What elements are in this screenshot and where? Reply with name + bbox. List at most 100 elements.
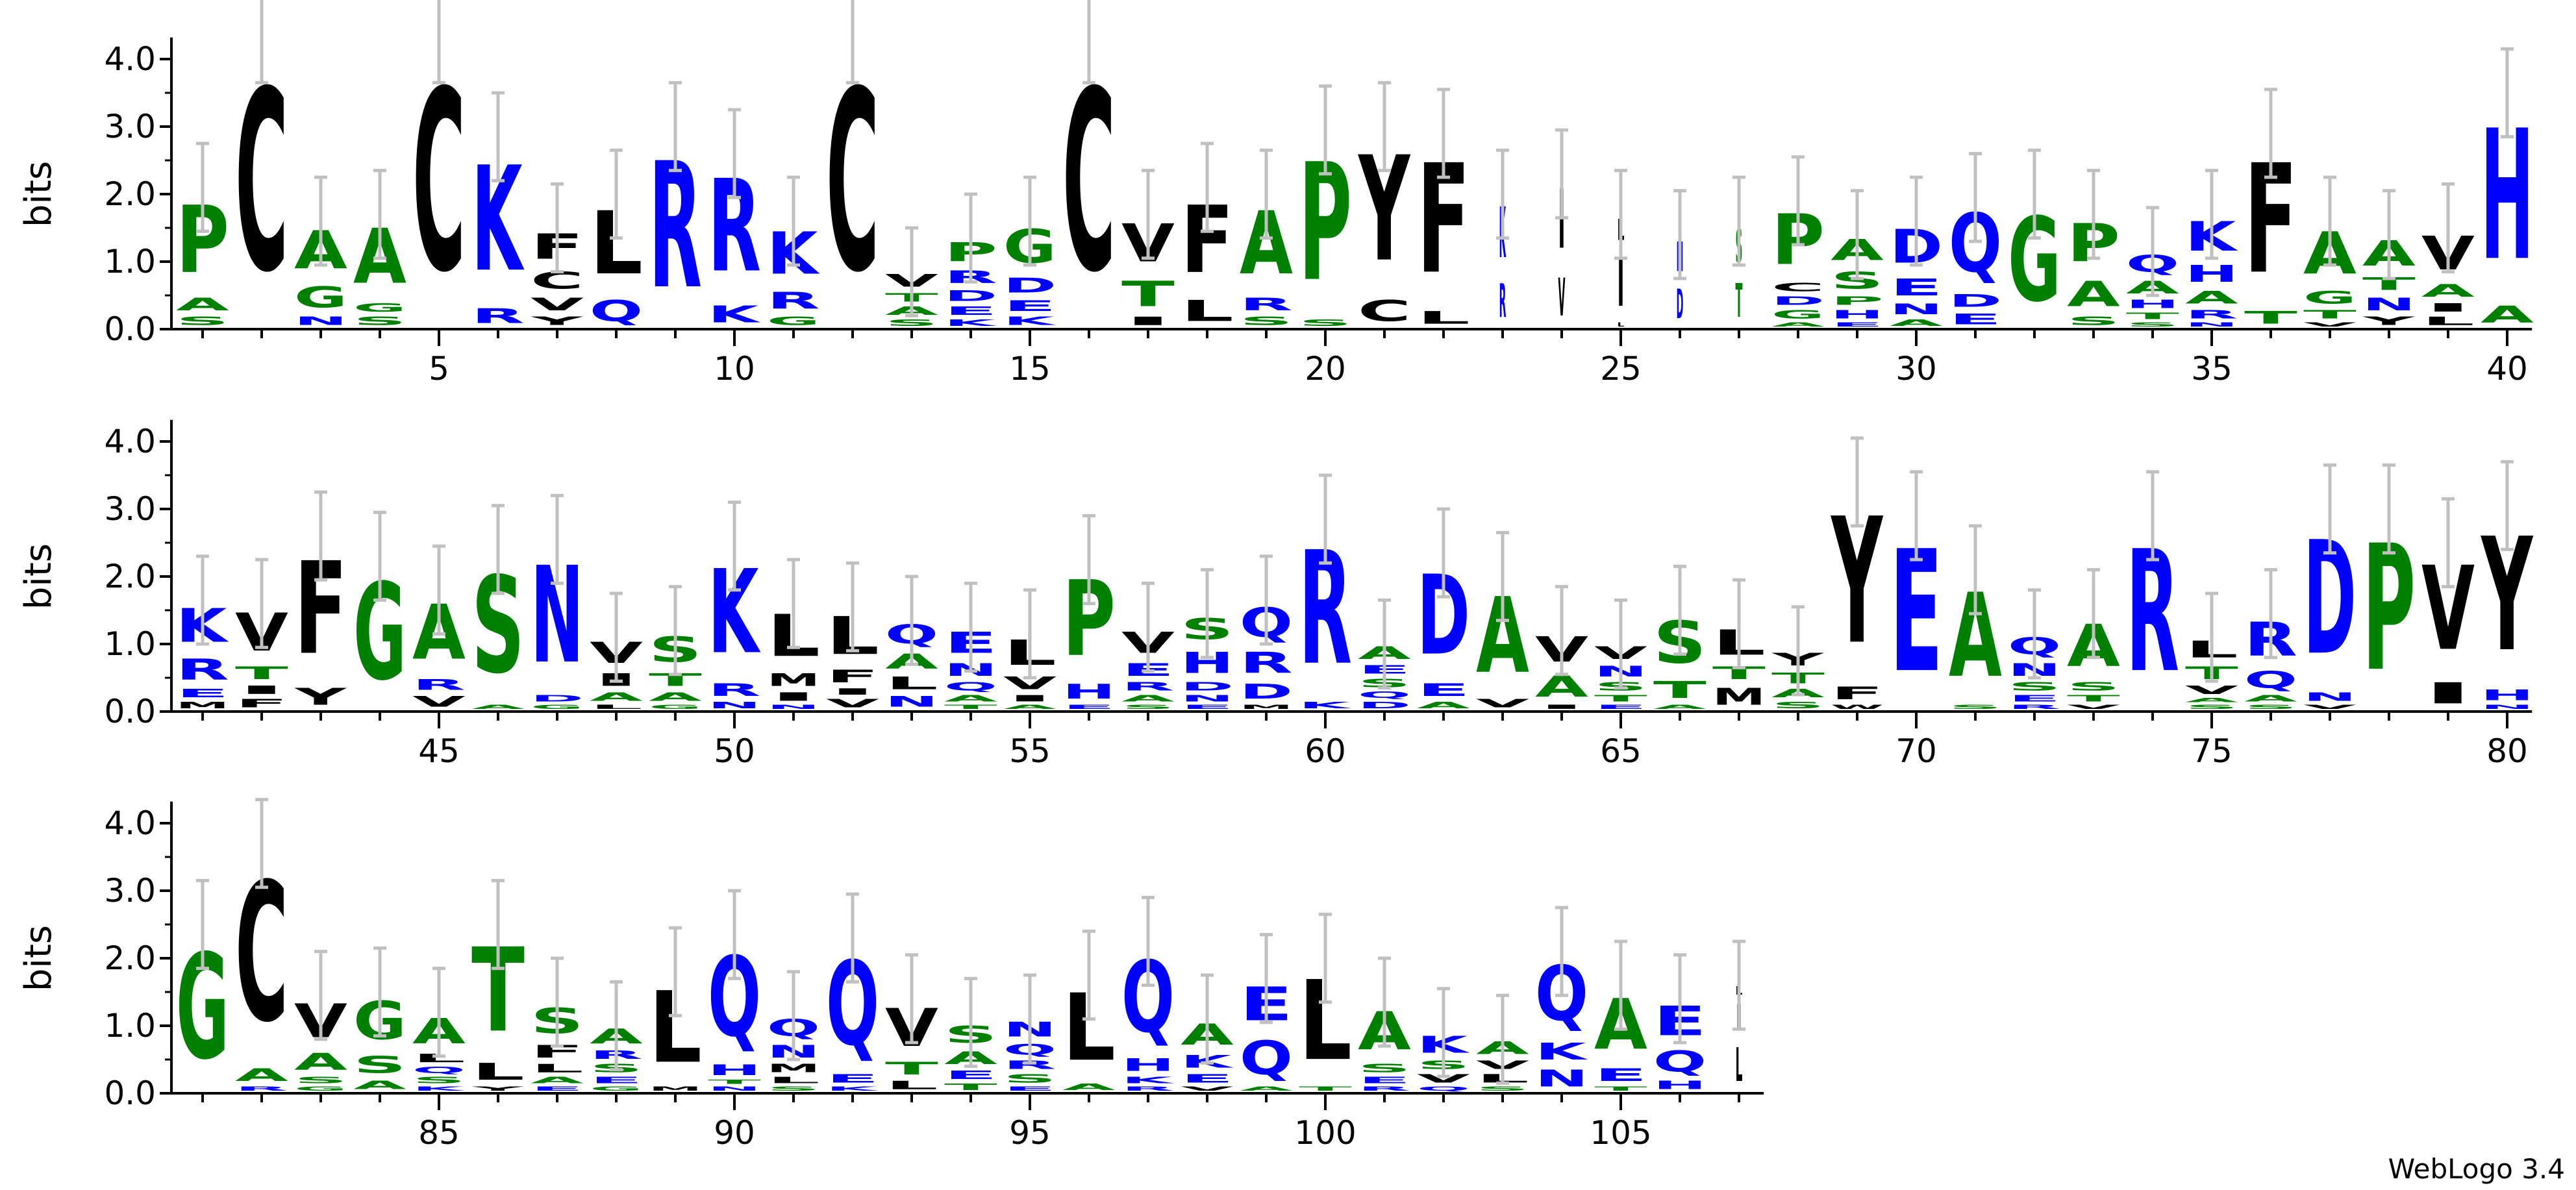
error-bar: [1910, 175, 1923, 267]
letter-V: V: [2303, 321, 2357, 328]
letter-Y: Y: [294, 684, 347, 710]
letter-S: S: [176, 314, 229, 328]
error-bar: [2501, 47, 2514, 139]
letter-M: M: [176, 700, 229, 710]
letter-C: C: [235, 39, 288, 327]
error-bar: [2382, 189, 2395, 280]
letter-V: V: [1181, 1085, 1234, 1092]
error-bar: [1319, 473, 1332, 565]
error-bar: [2205, 591, 2218, 683]
logo-column-26: DN: [1673, 189, 1686, 328]
letter-K: K: [1121, 1075, 1175, 1085]
logo-column-10: KR: [708, 108, 761, 328]
error-bar: [1673, 564, 1686, 656]
logo-column-86: YLT: [471, 878, 525, 1092]
error-bar: [846, 561, 859, 652]
logo-column-31: EDQ: [1949, 152, 2002, 328]
error-bar: [1378, 598, 1391, 690]
logo-column-43: YF: [294, 490, 347, 710]
error-bar: [1082, 0, 1095, 84]
letter-V: V: [531, 294, 584, 314]
letter-R: R: [176, 653, 229, 687]
error-bar: [314, 175, 327, 267]
logo-column-32: G: [2008, 148, 2061, 327]
x-tick-label: 90: [714, 1114, 755, 1152]
error-bar: [1732, 578, 1745, 669]
logo-column-64: IAV: [1535, 585, 1588, 710]
error-bar: [1437, 987, 1450, 1078]
error-bar: [728, 108, 741, 199]
error-bar: [1851, 189, 1864, 280]
letter-L: L: [885, 673, 938, 693]
logo-column-60: KR: [1299, 473, 1353, 710]
x-tick-label: 100: [1294, 1114, 1356, 1152]
letter-R: R: [1121, 1085, 1175, 1092]
letter-Y: Y: [531, 314, 584, 328]
letter-E: E: [1358, 1075, 1411, 1085]
letter-E: E: [590, 1075, 643, 1085]
logo-column-79: IV: [2421, 497, 2475, 710]
letter-E: E: [531, 1085, 584, 1092]
logo-column-70: E: [1890, 470, 1943, 710]
error-bar: [373, 946, 386, 1038]
error-bar: [1673, 953, 1686, 1045]
logo-column-105: TEA: [1594, 939, 1647, 1092]
error-bar: [1437, 507, 1450, 599]
letter-C: C: [1062, 39, 1116, 327]
error-bar: [1555, 128, 1568, 219]
letter-T: T: [2303, 308, 2357, 321]
error-bar: [2264, 568, 2277, 660]
letter-E: E: [1594, 704, 1647, 710]
error-bar: [2146, 470, 2159, 562]
letter-G: G: [294, 1085, 347, 1092]
letter-L: L: [2421, 314, 2475, 328]
logo-column-20: SP: [1299, 84, 1352, 328]
error-bar: [1023, 973, 1036, 1065]
logo-column-107: LIL: [1732, 939, 1745, 1093]
letter-F: F: [1831, 684, 1884, 704]
y-tick-label: 0.0: [104, 310, 156, 348]
letter-E: E: [944, 1069, 997, 1082]
x-tick-label: 25: [1600, 350, 1642, 388]
error-bar: [1142, 169, 1155, 260]
error-bar: [1023, 588, 1036, 680]
letter-C: C: [412, 39, 466, 327]
letter-R: R: [1358, 1085, 1411, 1092]
logo-column-68: SATY: [1771, 605, 1825, 710]
letter-T: T: [2244, 308, 2297, 328]
error-bar: [846, 0, 859, 84]
letter-S: S: [1121, 704, 1175, 710]
letter-C: C: [826, 39, 879, 327]
error-bar: [1614, 169, 1627, 260]
logo-column-63: VA: [1476, 530, 1529, 710]
letter-T: T: [944, 1082, 997, 1092]
x-tick-label: 10: [714, 350, 755, 388]
letter-I: I: [2421, 301, 2475, 314]
x-tick-label: 35: [2191, 350, 2232, 388]
logo-column-5: C: [412, 0, 466, 327]
y-tick-label: 0.0: [104, 1074, 156, 1112]
letter-V: V: [2185, 684, 2238, 697]
letter-A: A: [944, 693, 997, 704]
letter-Q: Q: [1417, 1085, 1470, 1092]
letter-I: I: [235, 683, 288, 697]
logo-column-23: RK: [1496, 148, 1509, 328]
logo-column-91: SLMNQ: [767, 970, 820, 1092]
logo-column-75: SAVTL: [2185, 591, 2238, 710]
letter-Y: Y: [2362, 314, 2416, 328]
letter-Q: Q: [1240, 1031, 1293, 1085]
weblogo-credit: WebLogo 3.4: [2388, 1153, 2565, 1185]
letter-L: L: [1417, 308, 1470, 328]
letter-E: E: [1003, 298, 1057, 315]
error-bar: [1673, 189, 1686, 280]
error-bar: [2028, 148, 2041, 240]
letter-V: V: [1417, 1072, 1470, 1085]
